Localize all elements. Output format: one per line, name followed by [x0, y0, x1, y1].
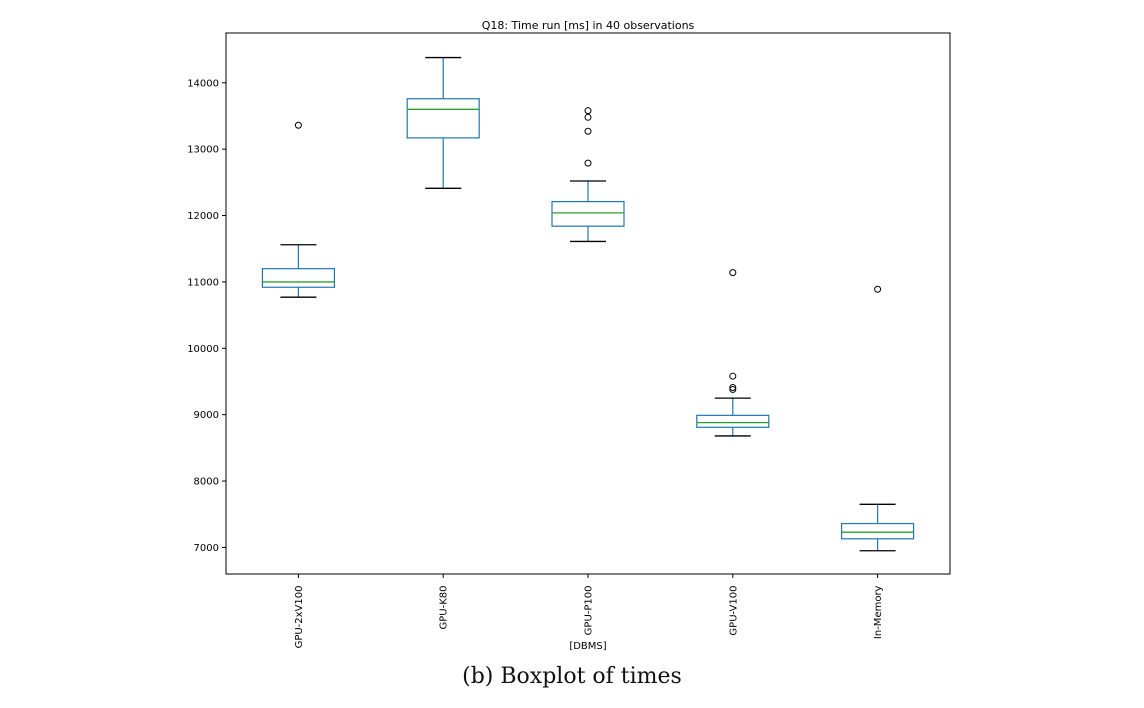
- y-tick-label: 12000: [187, 211, 219, 222]
- y-tick-label: 7000: [194, 543, 219, 554]
- outlier-point: [584, 113, 592, 121]
- outlier-point: [729, 383, 737, 391]
- outlier-point: [584, 107, 592, 115]
- box-iqr: [840, 522, 915, 540]
- y-tick-label: 8000: [194, 477, 219, 488]
- box-iqr: [406, 98, 480, 139]
- box-iqr: [696, 414, 770, 428]
- y-tick-label: 13000: [187, 145, 219, 156]
- x-tick-label: GPU-V100: [728, 586, 739, 636]
- x-tick-label: GPU-K80: [439, 586, 450, 630]
- x-axis-label: [DBMS]: [569, 641, 606, 652]
- chart-title: Q18: Time run [ms] in 40 observations: [482, 19, 695, 32]
- x-tick-label: GPU-2xV100: [294, 586, 305, 649]
- figure-caption: (b) Boxplot of times: [462, 664, 682, 689]
- y-tick-label: 14000: [187, 78, 219, 89]
- outlier-point: [729, 269, 737, 277]
- outlier-point: [729, 372, 737, 380]
- outlier-point: [584, 159, 592, 167]
- y-tick-label: 11000: [187, 277, 219, 288]
- y-tick-label: 10000: [187, 344, 219, 355]
- outlier-point: [294, 121, 302, 129]
- plot-area: 7000 8000 9000 10000 11000 12000 13000 14000 GPU…: [187, 56, 915, 649]
- y-tick-label: 9000: [194, 410, 219, 421]
- box-iqr: [261, 268, 335, 288]
- box-iqr: [551, 201, 625, 227]
- x-tick-label: GPU-P100: [584, 586, 595, 636]
- outlier-point: [584, 127, 592, 135]
- outlier-point: [874, 285, 882, 293]
- outlier-point: [729, 385, 737, 393]
- x-tick-label: In-Memory: [873, 585, 884, 639]
- axes-frame: [225, 32, 951, 575]
